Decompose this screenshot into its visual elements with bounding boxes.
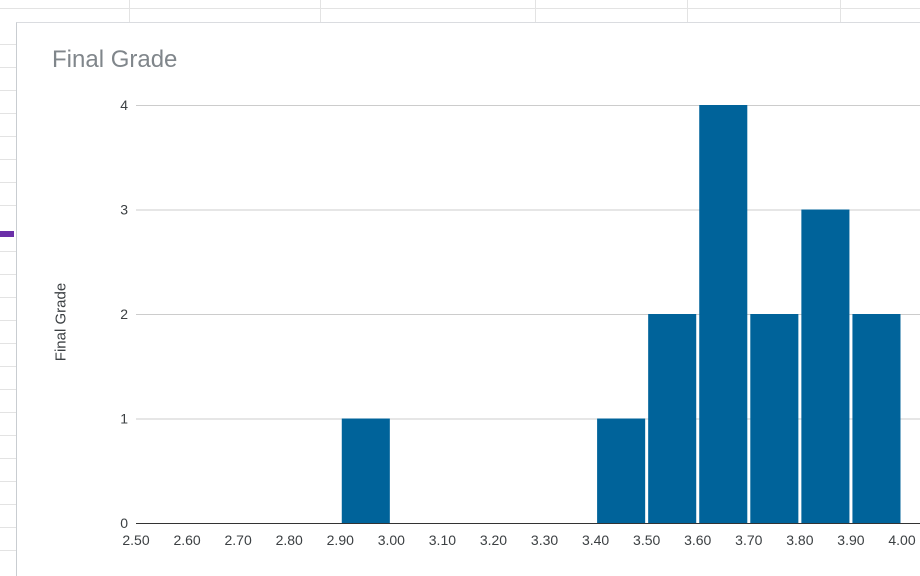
- chart-title: Final Grade: [52, 46, 178, 73]
- x-tick-label: 4.00: [888, 532, 915, 548]
- x-tick-label: 3.30: [531, 532, 558, 548]
- axes: 0 1 2 3 4 2.50 2.60 2.70 2.80 2.90 3.00 3.10 3.20 3.3…: [120, 97, 920, 548]
- x-tick-label: 3.40: [582, 532, 609, 548]
- histogram-bar: [597, 418, 646, 523]
- x-tick-label: 2.60: [173, 532, 200, 548]
- x-tick-label: 3.80: [786, 532, 813, 548]
- y-tick-label: 1: [120, 411, 128, 427]
- histogram-bar: [341, 418, 390, 523]
- x-tick-label: 2.90: [327, 532, 354, 548]
- y-tick-label: 2: [120, 306, 128, 322]
- histogram-bar: [801, 209, 850, 523]
- x-tick-label: 3.10: [429, 532, 456, 548]
- histogram-bar: [750, 314, 799, 523]
- bars: [341, 105, 901, 523]
- x-tick-label: 2.50: [122, 532, 149, 548]
- histogram-bar: [699, 105, 748, 523]
- y-tick-label: 4: [120, 97, 128, 113]
- histogram-bar: [648, 314, 697, 523]
- y-tick-label: 3: [120, 202, 128, 218]
- x-tick-label: 3.50: [633, 532, 660, 548]
- x-tick-label: 3.20: [480, 532, 507, 548]
- x-tick-label: 2.70: [225, 532, 252, 548]
- x-tick-label: 3.90: [837, 532, 864, 548]
- x-tick-label: 3.60: [684, 532, 711, 548]
- x-tick-label: 3.70: [735, 532, 762, 548]
- x-tick-label: 2.80: [276, 532, 303, 548]
- y-tick-label: 0: [120, 515, 128, 531]
- histogram-bar: [852, 314, 901, 523]
- x-tick-label: 3.00: [378, 532, 405, 548]
- chart-resize-handle[interactable]: [0, 231, 14, 237]
